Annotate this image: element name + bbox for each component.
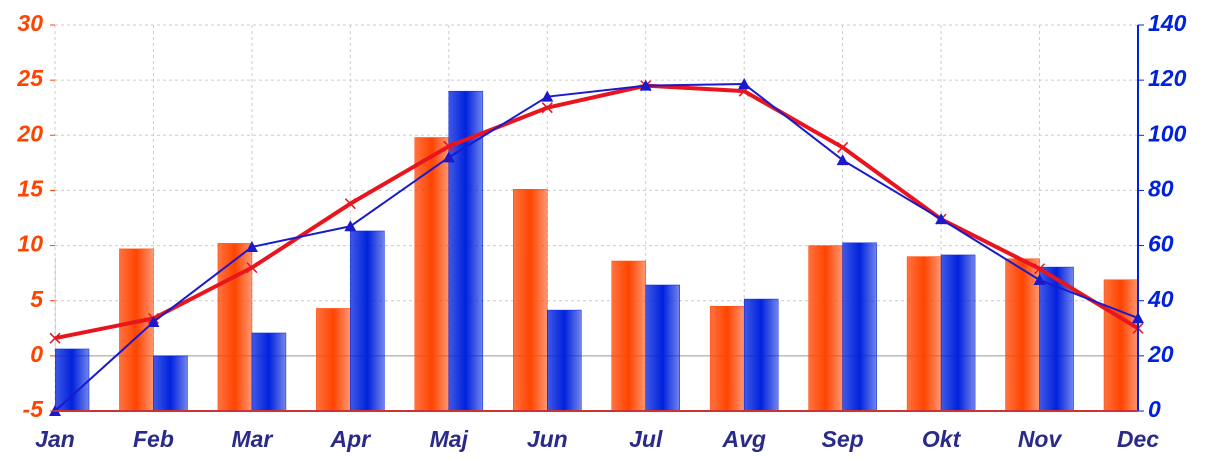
bar xyxy=(55,257,56,411)
y2-tick-label: 40 xyxy=(1147,286,1174,312)
bar xyxy=(842,242,877,411)
marker xyxy=(1034,263,1046,275)
bar xyxy=(611,260,646,411)
axes: -5 0 5 10 15 20 25 30 0 20 40 60 80 100 120 140 Jan Feb Ma… xyxy=(16,10,1186,452)
y2-tick-label: 120 xyxy=(1148,65,1187,91)
line xyxy=(54,83,1140,341)
bar xyxy=(645,284,680,411)
x-tick-label: Sep xyxy=(822,426,864,452)
y2-tick-label: 60 xyxy=(1148,231,1174,257)
bar xyxy=(513,189,548,411)
x-tick-label: Dec xyxy=(1117,426,1159,452)
marker xyxy=(541,102,553,114)
y-tick-label: 10 xyxy=(17,231,43,257)
bar xyxy=(940,254,976,411)
x-tick-label: Apr xyxy=(330,426,372,452)
bar xyxy=(350,230,385,411)
marker xyxy=(344,220,357,232)
bar xyxy=(55,348,90,411)
bars xyxy=(55,90,1138,411)
marker xyxy=(246,262,258,274)
x-tick-label: Jul xyxy=(629,426,663,452)
x-tick-label: Nov xyxy=(1018,426,1063,452)
bar xyxy=(808,245,843,411)
bar xyxy=(547,309,582,411)
bar xyxy=(1103,279,1138,411)
marker xyxy=(541,90,554,102)
y-tick-label: 25 xyxy=(16,65,44,91)
line xyxy=(54,83,1139,412)
x-tick-label: Avg xyxy=(721,426,765,452)
y2-tick-label: 100 xyxy=(1148,120,1187,146)
marker xyxy=(1033,274,1046,286)
bar xyxy=(119,248,154,411)
y2-tick-label: 80 xyxy=(1148,176,1174,202)
marker xyxy=(443,140,455,152)
y-tick-label: 5 xyxy=(30,286,44,312)
marker xyxy=(836,154,849,166)
bar xyxy=(1005,258,1040,411)
y-tick-label: 15 xyxy=(17,176,44,202)
bar xyxy=(153,355,188,411)
x-tick-label: Feb xyxy=(133,426,174,452)
marker xyxy=(245,240,258,252)
y2-tick-label: 0 xyxy=(1148,396,1161,422)
bar xyxy=(906,256,942,411)
bar xyxy=(743,298,779,411)
marker xyxy=(344,198,356,210)
bar xyxy=(251,332,287,411)
x-tick-label: Jun xyxy=(527,426,568,452)
x-tick-label: Mar xyxy=(231,426,273,452)
y-tick-label: 0 xyxy=(30,341,43,367)
y-tick-label: 30 xyxy=(17,10,43,36)
marker xyxy=(837,141,849,153)
marker xyxy=(147,315,160,327)
marker xyxy=(639,79,652,91)
y2-tick-label: 140 xyxy=(1148,10,1187,36)
lines xyxy=(49,78,1144,416)
bar xyxy=(414,137,450,411)
y2-tick-label: 20 xyxy=(1147,341,1174,367)
grid xyxy=(54,24,1139,412)
bar xyxy=(709,305,745,411)
x-tick-label: Jan xyxy=(35,426,75,452)
y-tick-label: -5 xyxy=(23,396,45,422)
marker xyxy=(935,213,948,225)
marker xyxy=(738,78,751,90)
x-tick-label: Okt xyxy=(922,426,962,452)
marker xyxy=(49,332,61,344)
bar xyxy=(316,308,351,411)
y-tick-label: 20 xyxy=(16,120,43,146)
x-tick-label: Maj xyxy=(430,426,469,452)
marker xyxy=(442,151,455,163)
bar xyxy=(1039,266,1074,411)
